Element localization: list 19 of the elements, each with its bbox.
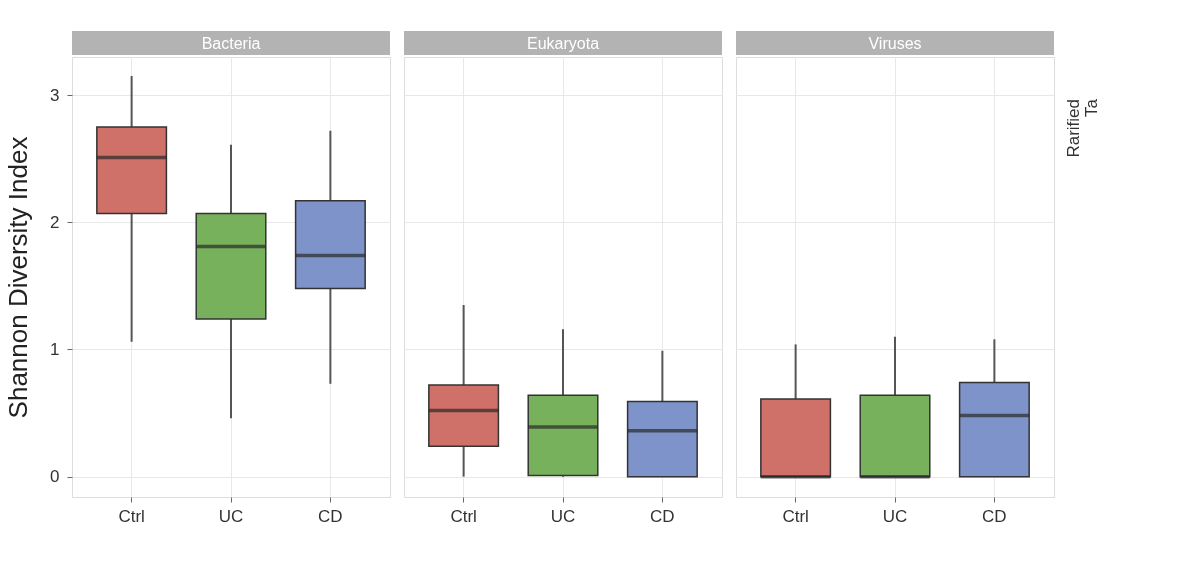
x-tick-label: UC [218,506,244,526]
x-tick-label: Ctrl [118,506,145,526]
y-tick-label: 2 [50,212,60,232]
y-tick-label: 3 [50,85,60,105]
text: Rarified [1064,99,1083,158]
chart-title: Eukaryota [526,35,600,52]
chart-title: Viruses [868,35,922,52]
x-tick-label: CD [318,506,343,526]
y-axis-title: Shannon Diversity Index [3,136,34,419]
y-tick-label: 1 [50,339,60,359]
x-tick-label: UC [882,506,908,526]
x-tick-label: CD [982,506,1007,526]
x-tick-label: Ctrl [782,506,809,526]
x-tick-label: UC [550,506,576,526]
x-tick-label: Ctrl [450,506,477,526]
text: Ta [1082,98,1101,117]
y-tick-label: 0 [50,467,60,487]
chart-title: Bacteria [201,35,261,52]
x-tick-label: CD [650,506,675,526]
